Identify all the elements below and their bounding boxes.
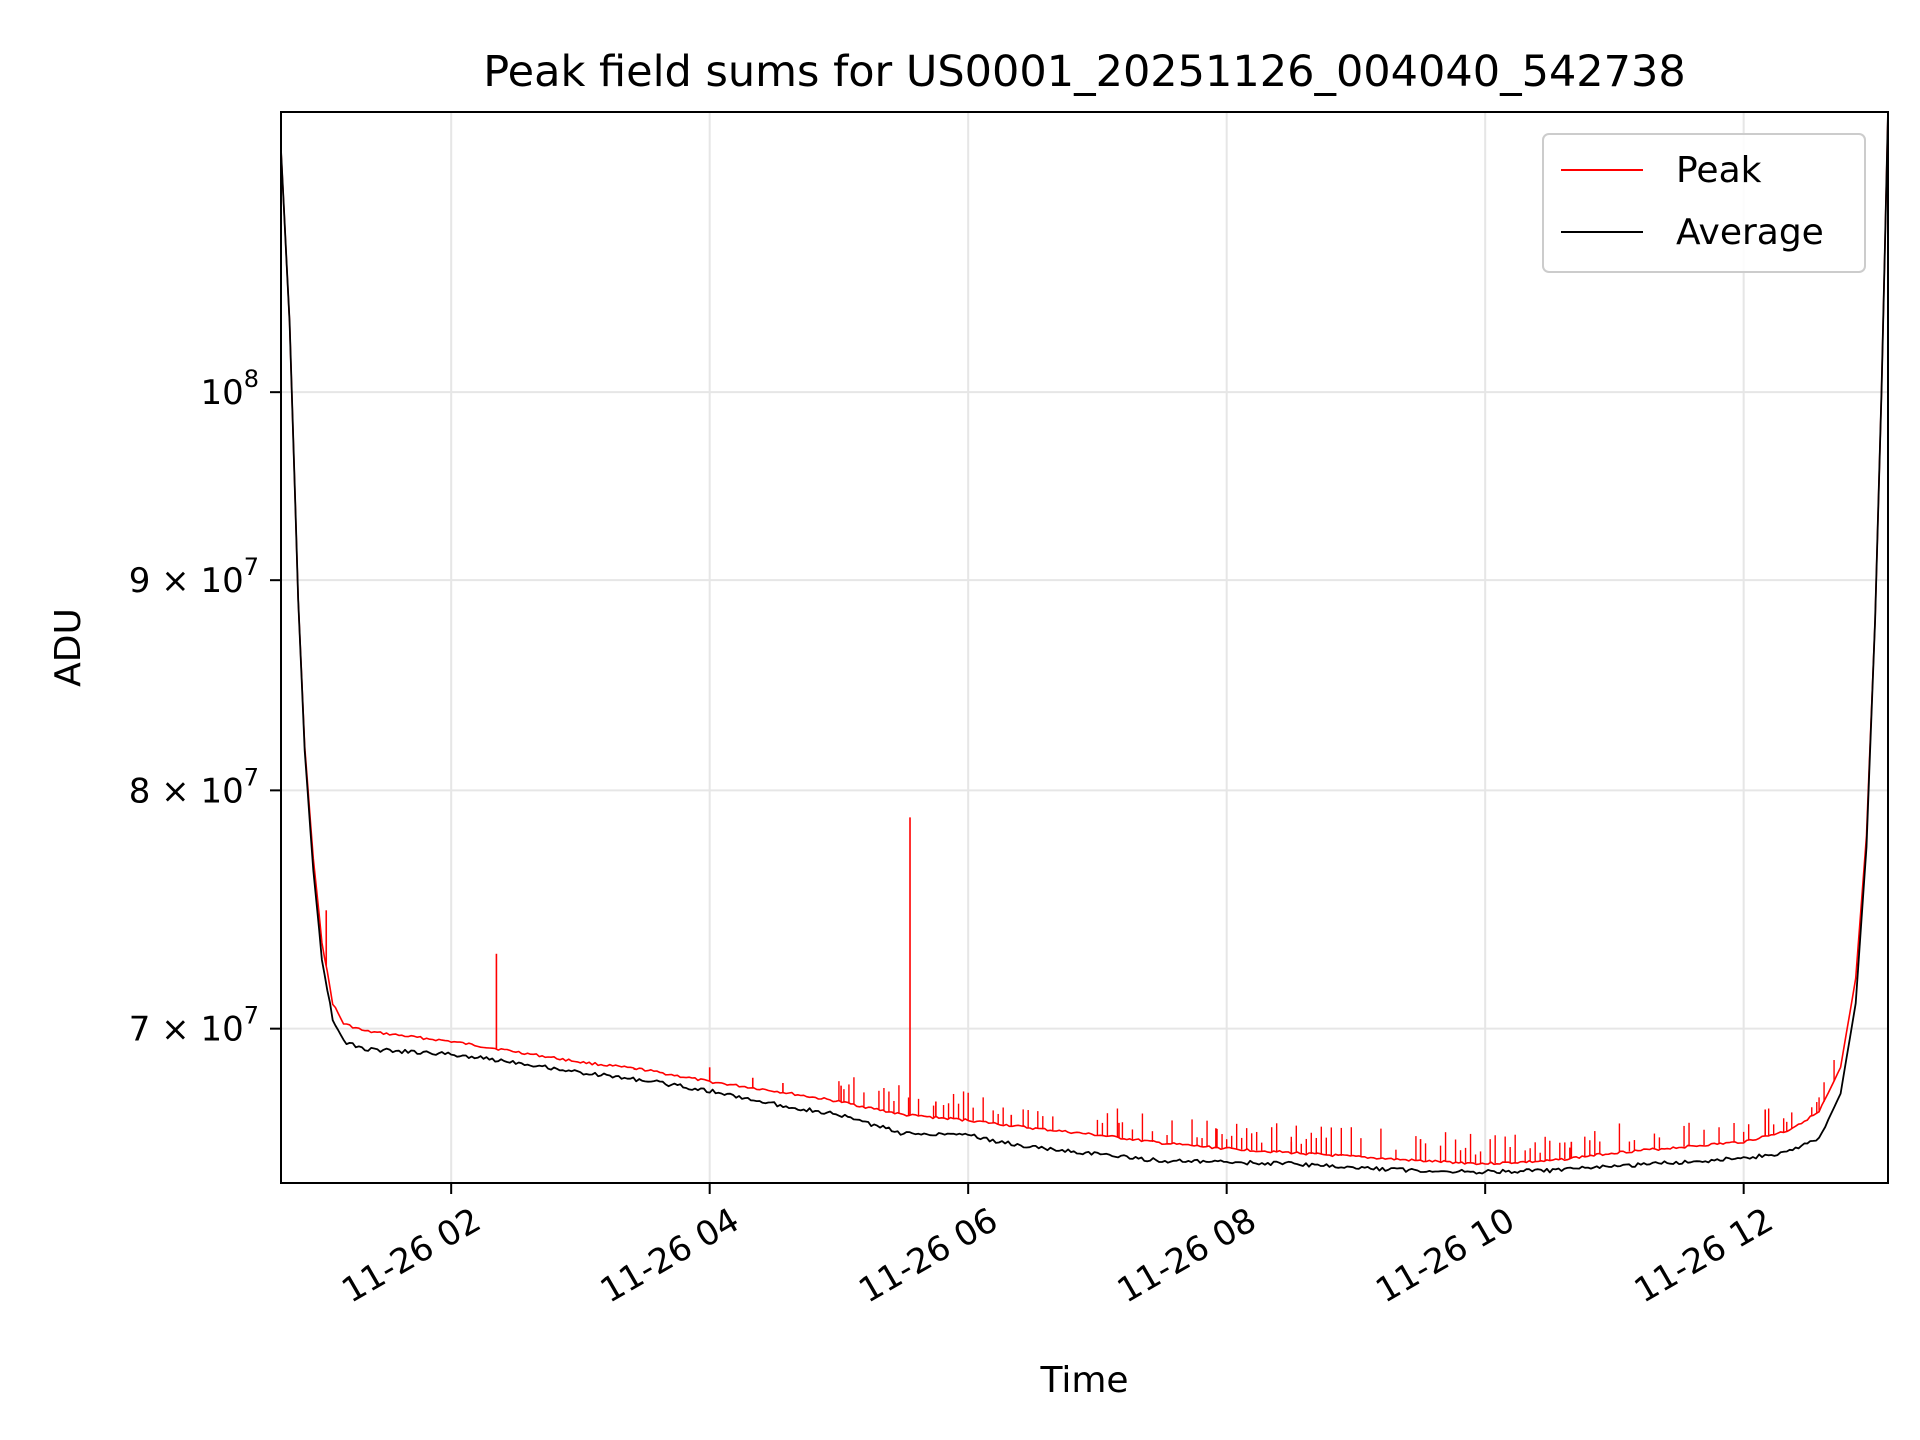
peak-series <box>281 112 1888 1166</box>
legend-box <box>1542 133 1866 273</box>
average-series <box>281 112 1888 1175</box>
plot-frame <box>280 111 1889 1184</box>
legend-label-peak: Peak <box>1676 150 1762 191</box>
chart-title: Peak field sums for US0001_20251126_0040… <box>483 47 1686 97</box>
peak-line <box>281 112 1888 1166</box>
y-tick-label: 8 × 107 <box>129 763 259 811</box>
series-layer <box>281 112 1888 1175</box>
legend-label-average: Average <box>1676 212 1824 253</box>
legend: Peak Average <box>1542 133 1866 273</box>
y-axis-label: ADU <box>48 608 89 687</box>
average-line <box>281 112 1888 1175</box>
y-tick-label: 9 × 107 <box>129 553 259 601</box>
grid <box>281 112 1888 1183</box>
x-axis-label: Time <box>1039 1360 1128 1401</box>
y-tick-label: 108 <box>200 365 259 413</box>
y-tick-label: 7 × 107 <box>129 1002 259 1050</box>
